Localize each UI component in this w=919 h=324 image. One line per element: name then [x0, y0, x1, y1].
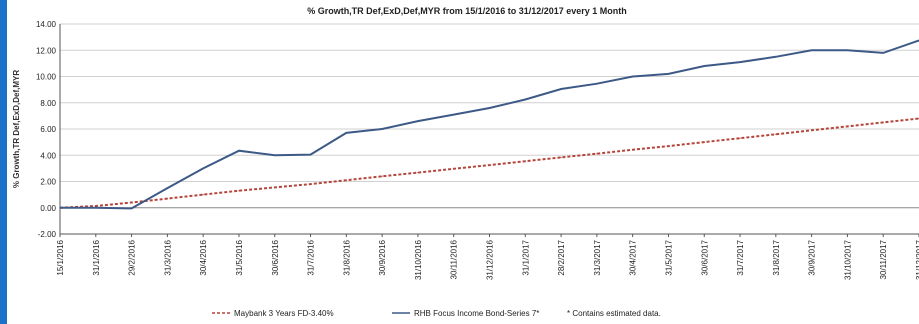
x-tick-label: 31/3/2016	[163, 239, 172, 275]
x-tick-label: 31/5/2016	[235, 239, 244, 275]
data-point	[739, 61, 741, 63]
data-point	[95, 205, 97, 207]
x-tick-label: 30/11/2017	[879, 239, 888, 279]
line-chart: % Growth,TR Def,ExD,Def,MYR from 15/1/20…	[12, 6, 919, 318]
x-tick-label: 31/8/2017	[772, 239, 781, 275]
data-point	[202, 194, 204, 196]
x-tick-label: 30/11/2016	[450, 239, 459, 279]
x-tick-label: 30/4/2017	[629, 239, 638, 275]
footnote-text: * Contains estimated data.	[567, 309, 661, 318]
data-point	[524, 98, 526, 101]
data-point	[632, 75, 634, 78]
x-tick-label: 31/5/2017	[664, 239, 673, 275]
data-point	[667, 73, 670, 75]
x-tick-label: 31/1/2016	[92, 239, 101, 275]
y-tick-label: 10.00	[36, 73, 57, 82]
data-point	[632, 149, 634, 151]
data-point	[59, 207, 61, 209]
data-point	[488, 107, 491, 109]
data-point	[882, 52, 884, 54]
data-point	[345, 179, 347, 181]
y-tick-label: -2.00	[38, 230, 57, 239]
x-tick-label: 31/12/2016	[486, 239, 495, 280]
x-tick-label: 30/4/2016	[199, 239, 208, 275]
data-point	[166, 187, 168, 189]
data-point	[345, 132, 347, 134]
y-tick-label: 14.00	[36, 20, 57, 29]
y-axis-label: % Growth,TR Def,ExD,Def,MYR	[12, 70, 21, 188]
data-point	[453, 113, 455, 116]
data-point	[488, 164, 491, 166]
series-line-0	[59, 117, 919, 209]
legend-label: RHB Focus Income Bond-Series 7*	[414, 309, 539, 318]
data-point	[274, 154, 276, 156]
data-point	[238, 190, 240, 192]
data-point	[524, 160, 526, 162]
x-tick-label: 31/12/2017	[915, 239, 919, 280]
data-point	[811, 129, 813, 131]
data-point	[381, 175, 383, 177]
data-point	[703, 65, 705, 67]
data-point	[596, 83, 598, 85]
x-tick-label: 30/6/2017	[700, 239, 709, 275]
legend-label: Maybank 3 Years FD-3.40%	[234, 309, 334, 318]
data-point	[811, 49, 813, 51]
data-point	[166, 197, 168, 200]
x-tick-label: 31/3/2017	[593, 239, 602, 275]
chart-title: % Growth,TR Def,ExD,Def,MYR from 15/1/20…	[307, 6, 627, 16]
x-tick-label: 31/10/2017	[843, 239, 852, 280]
data-point	[560, 88, 562, 90]
x-tick-label: 30/9/2017	[808, 239, 817, 275]
data-point	[130, 201, 133, 204]
data-point	[560, 156, 562, 158]
data-point	[453, 168, 455, 170]
data-point	[130, 207, 133, 210]
x-tick-label: 15/1/2016	[56, 239, 65, 275]
data-point	[381, 128, 383, 130]
data-point	[202, 167, 204, 169]
left-accent-bar	[0, 0, 7, 324]
data-point	[846, 125, 849, 127]
data-point	[417, 120, 419, 122]
data-point	[846, 49, 849, 51]
x-tick-label: 31/7/2016	[307, 239, 316, 275]
data-point	[739, 137, 741, 139]
data-point	[309, 153, 312, 156]
y-tick-label: 12.00	[36, 46, 57, 55]
series-line-1	[60, 39, 919, 210]
data-point	[775, 56, 777, 58]
x-tick-label: 31/8/2016	[342, 239, 351, 275]
x-tick-label: 30/9/2016	[378, 239, 387, 275]
chart-frame: % Growth,TR Def,ExD,Def,MYR from 15/1/20…	[7, 0, 919, 324]
x-tick-label: 31/7/2017	[736, 239, 745, 275]
data-point	[274, 186, 276, 189]
y-tick-label: 0.00	[40, 204, 56, 213]
data-point	[882, 121, 884, 124]
x-tick-label: 29/2/2016	[128, 239, 137, 275]
data-point	[309, 183, 312, 185]
data-point	[667, 145, 670, 147]
y-tick-label: 6.00	[40, 125, 56, 134]
data-point	[95, 207, 97, 209]
data-point	[703, 141, 705, 143]
y-tick-label: 2.00	[40, 178, 56, 187]
data-point	[417, 171, 419, 174]
x-tick-label: 31/10/2016	[414, 239, 423, 280]
data-point	[238, 150, 240, 152]
x-tick-label: 31/1/2017	[521, 239, 530, 275]
data-point	[775, 133, 777, 135]
y-tick-label: 8.00	[40, 99, 56, 108]
x-tick-label: 30/6/2016	[271, 239, 280, 275]
data-point	[596, 153, 598, 155]
y-tick-label: 4.00	[40, 151, 56, 160]
x-tick-label: 28/2/2017	[557, 239, 566, 275]
